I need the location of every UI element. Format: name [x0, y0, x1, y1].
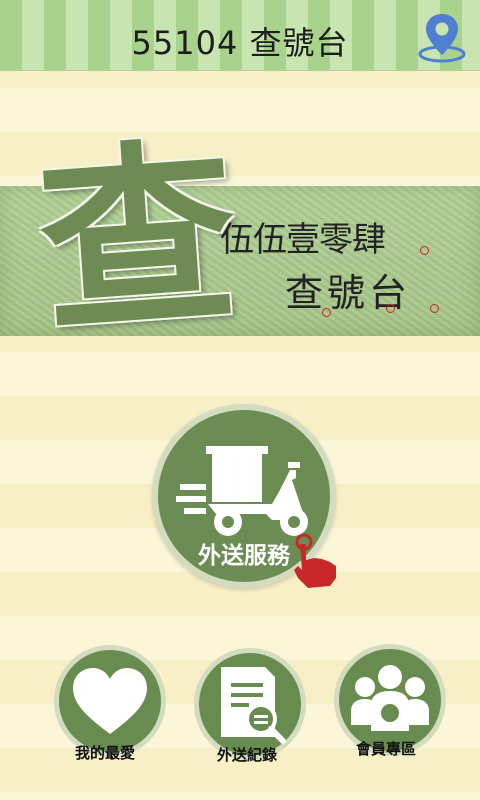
member-area-label: 會員專區 [355, 740, 416, 758]
member-area-button[interactable] [334, 644, 446, 756]
document-search-icon [221, 667, 286, 744]
logo-banner [0, 186, 480, 336]
favorites-button[interactable] [54, 645, 166, 757]
delivery-history-label: 外送紀錄 [216, 746, 277, 764]
decorative-dot [386, 304, 395, 313]
heart-icon [73, 668, 147, 734]
hand-pointer-icon [294, 533, 336, 588]
decorative-dot [322, 308, 331, 317]
decorative-dot [430, 304, 439, 313]
delivery-history-button[interactable] [194, 648, 306, 760]
page-title: 55104 查號台 [131, 24, 349, 62]
favorites-label: 我的最愛 [74, 744, 135, 762]
delivery-service-label: 外送服務 [198, 543, 290, 569]
logo-brush-character: 查 [32, 117, 244, 361]
header-bar: 55104 查號台 [0, 0, 480, 71]
members-group-icon [351, 665, 429, 731]
delivery-scooter-icon [176, 446, 308, 536]
decorative-dot [420, 246, 429, 255]
location-pin-icon[interactable] [414, 8, 470, 64]
banner-number-text: 伍伍壹零肆 [220, 220, 386, 260]
